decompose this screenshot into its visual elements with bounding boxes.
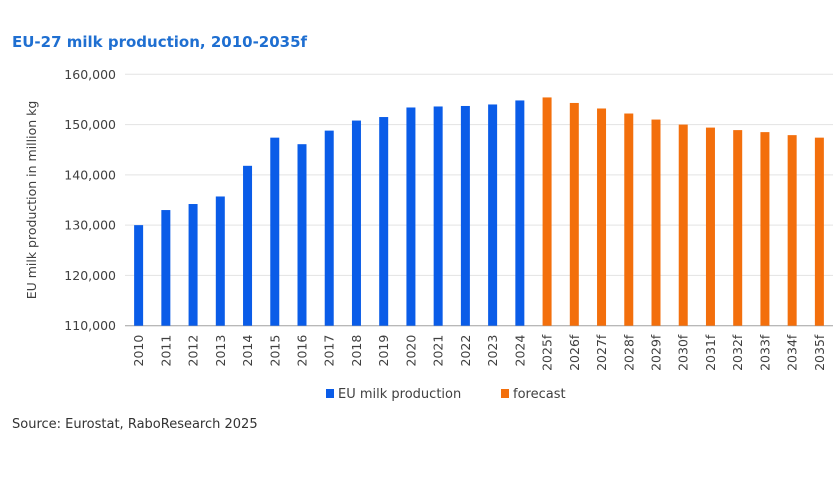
bar-forecast bbox=[678, 124, 688, 326]
x-tick-label: 2030f bbox=[676, 334, 691, 371]
x-tick-label: 2016 bbox=[295, 335, 310, 367]
bar-eu-milk-production bbox=[297, 144, 307, 326]
y-tick-label: 150,000 bbox=[64, 117, 116, 132]
bar-eu-milk-production bbox=[243, 165, 253, 326]
y-axis-label: EU milk production in million kg bbox=[24, 101, 39, 300]
bar-eu-milk-production bbox=[488, 104, 498, 326]
bar-eu-milk-production bbox=[324, 130, 334, 326]
bar-eu-milk-production bbox=[270, 137, 280, 326]
x-tick-label: 2033f bbox=[757, 334, 772, 371]
x-tick-label: 2032f bbox=[730, 334, 745, 371]
x-tick-label: 2031f bbox=[703, 334, 718, 371]
x-tick-label: 2017 bbox=[322, 335, 337, 367]
bar-eu-milk-production bbox=[433, 106, 443, 326]
legend-label: EU milk production bbox=[338, 387, 461, 402]
x-tick-label: 2023 bbox=[485, 335, 500, 367]
x-tick-label: 2035f bbox=[812, 334, 827, 371]
x-tick-label: 2013 bbox=[213, 335, 228, 367]
bar-forecast bbox=[569, 102, 579, 326]
x-tick-label: 2027f bbox=[594, 334, 609, 371]
bar-eu-milk-production bbox=[161, 210, 171, 326]
x-tick-label: 2020 bbox=[403, 335, 418, 367]
x-tick-label: 2019 bbox=[376, 335, 391, 367]
x-tick-label: 2012 bbox=[186, 335, 201, 367]
x-tick-label: 2021 bbox=[431, 335, 446, 367]
x-tick-label: 2024 bbox=[512, 335, 527, 367]
y-tick-label: 140,000 bbox=[64, 167, 116, 182]
x-tick-label: 2028f bbox=[621, 334, 636, 371]
bar-eu-milk-production bbox=[215, 196, 225, 326]
bar-forecast bbox=[624, 113, 634, 326]
source-note: Source: Eurostat, RaboResearch 2025 bbox=[12, 417, 258, 432]
x-tick-label: 2011 bbox=[158, 335, 173, 367]
bar-forecast bbox=[542, 97, 552, 326]
bar-eu-milk-production bbox=[406, 107, 416, 326]
y-tick-label: 130,000 bbox=[64, 218, 116, 233]
x-tick-label: 2026f bbox=[567, 334, 582, 371]
bar-eu-milk-production bbox=[515, 100, 525, 326]
bar-eu-milk-production bbox=[460, 105, 470, 326]
bar-forecast bbox=[597, 108, 607, 326]
bar-forecast bbox=[651, 119, 661, 326]
x-tick-label: 2025f bbox=[540, 334, 555, 371]
bar-forecast bbox=[814, 137, 824, 326]
bar-forecast bbox=[733, 130, 743, 326]
legend-swatch bbox=[326, 389, 334, 398]
x-tick-label: 2015 bbox=[267, 335, 282, 367]
chart-title: EU-27 milk production, 2010-2035f bbox=[12, 33, 308, 51]
bar-eu-milk-production bbox=[379, 117, 389, 326]
y-tick-label: 160,000 bbox=[64, 67, 116, 82]
x-tick-label: 2034f bbox=[785, 334, 800, 371]
bar-forecast bbox=[787, 135, 797, 326]
legend-label: forecast bbox=[513, 387, 566, 402]
y-tick-label: 110,000 bbox=[64, 318, 116, 333]
bar-eu-milk-production bbox=[188, 204, 198, 326]
x-tick-label: 2022 bbox=[458, 335, 473, 367]
x-tick-label: 2029f bbox=[649, 334, 664, 371]
bar-eu-milk-production bbox=[134, 225, 144, 326]
bar-forecast bbox=[760, 132, 770, 326]
legend-swatch bbox=[501, 389, 509, 398]
y-tick-label: 120,000 bbox=[64, 268, 116, 283]
bar-forecast bbox=[705, 127, 715, 326]
bar-eu-milk-production bbox=[351, 120, 361, 326]
x-tick-label: 2014 bbox=[240, 335, 255, 367]
x-tick-label: 2010 bbox=[131, 335, 146, 367]
x-tick-label: 2018 bbox=[349, 335, 364, 367]
